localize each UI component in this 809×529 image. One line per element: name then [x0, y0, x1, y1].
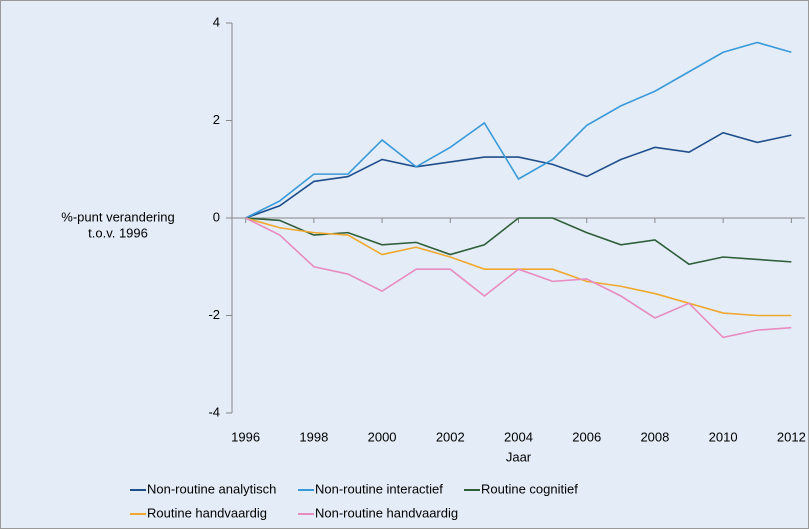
y-tick-label: 2: [213, 112, 220, 127]
series-line: [245, 217, 792, 339]
y-tick-label: 0: [213, 209, 220, 224]
x-tick-label: 2010: [709, 429, 738, 444]
x-tick-label: 2002: [436, 429, 465, 444]
x-tick-label: 2000: [368, 429, 397, 444]
legend-label: Non-routine interactief: [315, 481, 443, 496]
y-axis-label: t.o.v. 1996: [88, 225, 148, 240]
x-tick-label: 2012: [777, 429, 806, 444]
x-tick-label: 1998: [299, 429, 328, 444]
series-line: [245, 217, 792, 266]
legend-label: Routine cognitief: [481, 481, 578, 496]
series-line: [245, 131, 792, 219]
x-tick-label: 2008: [640, 429, 669, 444]
y-tick-label: -4: [208, 404, 220, 419]
y-tick-label: 4: [213, 14, 220, 29]
y-tick-label: -2: [208, 307, 220, 322]
x-axis-label: Jaar: [506, 449, 532, 464]
legend-label: Non-routine analytisch: [147, 481, 276, 496]
x-tick-label: 1996: [231, 429, 260, 444]
y-axis-label: %-punt verandering: [61, 209, 174, 224]
legend-label: Routine handvaardig: [147, 505, 267, 520]
x-tick-label: 2004: [504, 429, 533, 444]
x-tick-label: 2006: [572, 429, 601, 444]
series-line: [245, 41, 792, 219]
legend-label: Non-routine handvaardig: [315, 505, 458, 520]
